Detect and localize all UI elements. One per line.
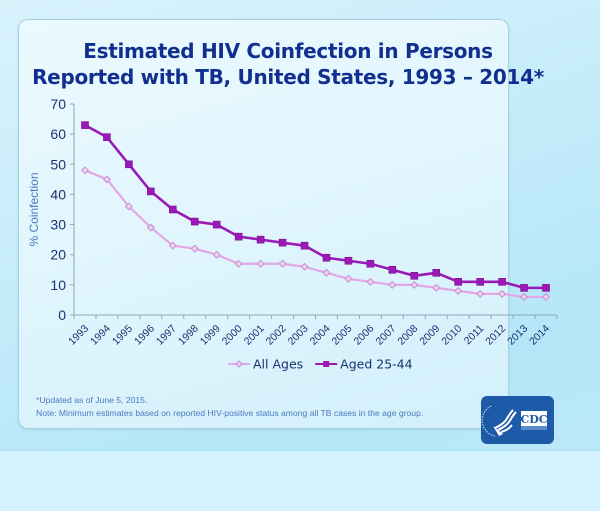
x-tick-label: 2001: [242, 323, 267, 348]
y-tick-label: 50: [50, 156, 66, 172]
footnote-method: Note: Minimum estimates based on reporte…: [36, 407, 424, 418]
y-tick-label: 0: [58, 307, 66, 323]
series-line: [84, 169, 547, 299]
y-tick-label: 30: [50, 217, 66, 233]
data-point: [520, 284, 528, 292]
x-tick-label: 2004: [308, 323, 333, 348]
chart-title: Estimated HIV Coinfection in Persons Rep…: [18, 38, 558, 90]
data-point: [212, 250, 221, 259]
legend-item: All Ages: [228, 357, 303, 372]
hhs-eagle-icon: CDC: [481, 405, 548, 437]
x-tick-label: 2014: [527, 323, 552, 348]
data-point: [322, 268, 331, 277]
data-point: [344, 256, 353, 265]
data-point: [300, 241, 309, 250]
x-tick-label: 1996: [132, 323, 157, 348]
y-tick-label: 40: [50, 186, 66, 202]
data-point: [168, 241, 177, 250]
y-tick-label: 60: [50, 126, 66, 142]
footnotes: *Updated as of June 5, 2015. Note: Minim…: [36, 394, 423, 419]
data-point: [498, 289, 507, 298]
data-point: [212, 220, 221, 229]
data-point: [432, 268, 441, 277]
data-point: [454, 278, 463, 286]
x-tick-label: 1998: [176, 323, 201, 348]
data-point: [168, 205, 177, 214]
data-point: [410, 272, 419, 280]
x-tick-label: 2010: [439, 323, 464, 348]
legend-marker: [235, 360, 243, 368]
data-point: [124, 202, 133, 211]
x-tick-label: 1993: [66, 323, 91, 348]
data-point: [147, 187, 155, 196]
data-point: [102, 175, 111, 184]
data-point: [476, 278, 484, 286]
bottom-band: [0, 450, 600, 511]
x-tick-label: 2011: [462, 323, 487, 348]
data-point: [278, 259, 287, 268]
data-point: [520, 292, 529, 301]
data-point: [103, 133, 111, 141]
legend-marker: [323, 361, 330, 367]
data-point: [454, 286, 463, 295]
data-point: [344, 274, 353, 283]
y-tick-label: 10: [50, 277, 66, 293]
x-tick-label: 2013: [505, 323, 530, 348]
chart-title-line-2: Reported with TB, United States, 1993 – …: [32, 65, 544, 89]
data-point: [388, 280, 397, 289]
legend-label: Aged 25-44: [340, 357, 412, 372]
chart-title-line-1: Estimated HIV Coinfection in Persons: [83, 39, 493, 63]
cdc-logo: CDC: [481, 396, 554, 444]
data-point: [498, 278, 506, 286]
data-point: [190, 217, 199, 226]
data-point: [322, 253, 331, 262]
series-aged-25-44: [81, 121, 550, 292]
x-tick-label: 2006: [352, 323, 377, 348]
legend-label: All Ages: [253, 357, 303, 372]
data-point: [388, 265, 397, 274]
x-tick-label: 2008: [395, 323, 420, 348]
data-point: [432, 283, 441, 292]
y-tick-label: 70: [50, 96, 66, 112]
x-tick-label: 2002: [264, 323, 289, 348]
x-tick-label: 2012: [483, 323, 508, 348]
data-point: [146, 223, 155, 232]
series-line: [84, 123, 547, 290]
x-tick-label: 1995: [110, 323, 135, 348]
legend-item: Aged 25-44: [315, 357, 413, 372]
data-point: [125, 160, 133, 169]
data-point: [366, 277, 375, 286]
x-tick-label: 2005: [330, 323, 355, 348]
data-point: [256, 235, 265, 244]
x-tick-label: 2003: [286, 323, 311, 348]
x-tick-label: 1994: [88, 323, 113, 348]
data-point: [256, 259, 265, 268]
data-point: [80, 166, 89, 175]
series-all-ages: [80, 166, 551, 301]
data-point: [234, 232, 243, 241]
footnote-updated: *Updated as of June 5, 2015.: [36, 395, 148, 405]
data-point: [278, 238, 287, 247]
y-axis-label: % Coinfection: [27, 172, 41, 246]
data-point: [366, 259, 375, 268]
cdc-logo-text: CDC: [520, 413, 547, 426]
x-tick-label: 1997: [154, 323, 179, 348]
y-tick-label: 20: [50, 247, 66, 263]
data-point: [410, 280, 419, 289]
data-point: [542, 292, 551, 301]
data-point: [476, 289, 485, 298]
data-point: [234, 259, 243, 268]
data-point: [300, 262, 309, 271]
x-tick-label: 2000: [220, 323, 245, 348]
data-point: [81, 121, 89, 129]
x-tick-label: 1999: [198, 323, 223, 348]
x-tick-label: 2007: [373, 323, 398, 348]
chart-card: [18, 19, 509, 429]
data-point: [542, 284, 550, 292]
x-tick-label: 2009: [417, 323, 442, 348]
data-point: [190, 244, 199, 253]
